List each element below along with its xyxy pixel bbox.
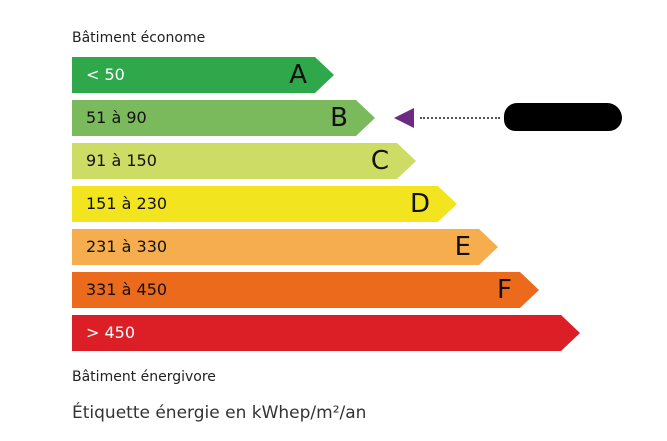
top-label: Bâtiment économe xyxy=(72,30,206,46)
class-range: 331 à 450 xyxy=(86,280,168,299)
bar-body: < 50 A xyxy=(72,57,315,93)
bar-arrow-tip xyxy=(479,229,498,265)
bottom-label: Bâtiment énergivore xyxy=(72,369,216,385)
energy-class-bar-f: 331 à 450 F xyxy=(72,272,592,308)
bar-arrow-tip xyxy=(438,186,457,222)
energy-class-bar-g: > 450 xyxy=(72,315,592,351)
class-letter: C xyxy=(370,146,389,176)
bar-arrow-tip xyxy=(356,100,375,136)
bar-arrow-tip xyxy=(520,272,539,308)
bar-body: > 450 xyxy=(72,315,561,351)
class-range: < 50 xyxy=(86,65,125,84)
current-class-arrow-icon xyxy=(394,108,414,128)
energy-class-bar-e: 231 à 330 E xyxy=(72,229,592,265)
bar-arrow-tip xyxy=(315,57,334,93)
energy-class-bar-b: 51 à 90 B xyxy=(72,100,592,136)
bar-body: 51 à 90 B xyxy=(72,100,356,136)
class-letter: B xyxy=(330,103,348,133)
class-range: 151 à 230 xyxy=(86,194,168,213)
bar-body: 331 à 450 F xyxy=(72,272,520,308)
class-range: > 450 xyxy=(86,323,136,342)
energy-class-bar-d: 151 à 230 D xyxy=(72,186,592,222)
bar-arrow-tip xyxy=(397,143,416,179)
energy-class-bars: < 50 A 51 à 90 B 91 à 150 C 151 à 230 D 231 à 33… xyxy=(72,57,592,351)
footer-caption: Étiquette énergie en kWhep/m²/an xyxy=(72,403,367,423)
bar-body: 91 à 150 C xyxy=(72,143,397,179)
class-range: 51 à 90 xyxy=(86,108,147,127)
energy-class-bar-c: 91 à 150 C xyxy=(72,143,592,179)
class-letter: A xyxy=(289,60,307,90)
bar-body: 231 à 330 E xyxy=(72,229,479,265)
class-letter: D xyxy=(409,189,430,219)
energy-class-bar-a: < 50 A xyxy=(72,57,592,93)
bar-body: 151 à 230 D xyxy=(72,186,438,222)
indicator-dotted-line xyxy=(420,117,500,119)
class-range: 91 à 150 xyxy=(86,151,157,170)
bar-arrow-tip xyxy=(561,315,580,351)
class-letter: F xyxy=(497,275,512,305)
class-range: 231 à 330 xyxy=(86,237,168,256)
redacted-value xyxy=(504,103,622,131)
class-letter: E xyxy=(454,232,471,262)
